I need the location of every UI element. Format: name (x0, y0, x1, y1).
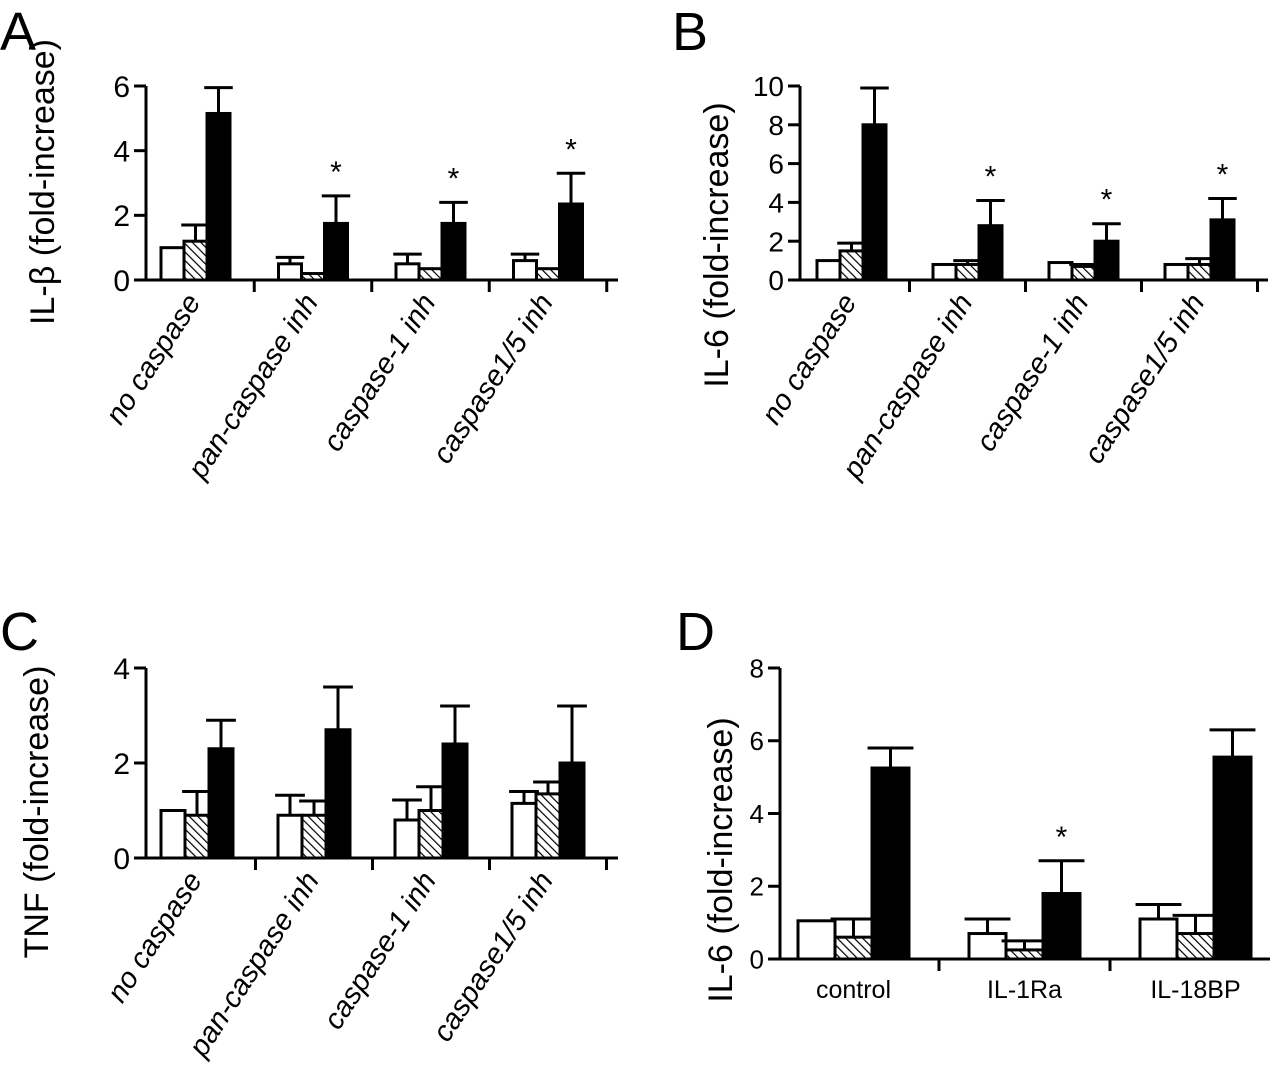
panel-d-category-label: IL-18BP (1150, 976, 1240, 1004)
panel-c: C TNF (fold-increase) 0 2 4 no caspasepan-c… (0, 602, 618, 1063)
panel-d-bar-1 (796, 919, 837, 961)
panel-c-category-label: no caspase (101, 866, 209, 1008)
panel-a-bar-1 (277, 262, 303, 282)
panel-b-bar-1 (1047, 261, 1074, 282)
panel-a-significance-star: * (330, 156, 342, 189)
panel-c-bar-1 (276, 813, 304, 860)
panel-c-bar-3 (441, 742, 469, 860)
panel-c-bar-3 (207, 747, 235, 860)
panel-c-y-tick-label: 2 (113, 748, 130, 781)
panel-d-y-tick-label: 8 (750, 653, 764, 683)
panel-b-bar-3 (861, 123, 888, 282)
panel-c-bar-2 (183, 813, 211, 860)
panel-d-y-axis-label: IL-6 (fold-increase) (702, 717, 740, 1002)
panel-b-bar-2 (1070, 264, 1097, 282)
panel-d-category-label: IL-1Ra (987, 976, 1062, 1004)
panel-d-significance-star: * (1056, 821, 1068, 854)
panel-a-y-axis-label: IL-β (fold-increase) (24, 39, 62, 325)
panel-c-bar-1 (510, 801, 538, 860)
panel-b-bar-3 (1093, 239, 1120, 282)
panel-c-category-label: caspase-1 inh (318, 866, 443, 1035)
panel-c-y-axis-label: TNF (fold-increase) (18, 666, 56, 959)
panel-a-bar-2 (300, 272, 326, 282)
panel-b-category-label: caspase1/5 inh (1078, 288, 1211, 469)
panel-d-bar-1 (967, 932, 1008, 961)
panel-b-bar-3 (1209, 218, 1236, 282)
panel-b-significance-star: * (1217, 159, 1229, 192)
panel-a-bar-3 (440, 221, 467, 282)
panel-c-bar-3 (324, 728, 352, 860)
panel-d-bar-2 (1004, 948, 1045, 961)
panel-a-bar-1 (394, 262, 421, 282)
panel-b-y-tick-label: 0 (768, 265, 784, 296)
panel-b-significance-star: * (985, 160, 997, 193)
panel-b-category-label: pan-caspase inh (836, 288, 979, 485)
panel-d-y-tick-label: 6 (750, 726, 764, 756)
panel-d-bar-3 (1041, 892, 1082, 961)
panel-b-y-tick-label: 6 (768, 149, 784, 180)
panel-a-bar-3 (323, 221, 349, 282)
panel-b-category-label: caspase-1 inh (970, 288, 1095, 457)
panel-d-letter: D (676, 602, 715, 662)
panel-b-bar-1 (931, 262, 958, 282)
panel-b-y-tick-label: 8 (768, 110, 784, 141)
panel-b-letter: B (672, 2, 708, 62)
panel-a-bar-1 (159, 246, 186, 282)
panel-d-bar-1 (1138, 917, 1179, 961)
panel-a-significance-star: * (565, 133, 577, 166)
panel-a-bar-2 (182, 239, 209, 282)
panel-c-bar-2 (534, 792, 562, 860)
panel-b-significance-star: * (1101, 184, 1113, 217)
panel-c-bar-2 (300, 813, 328, 860)
panel-a-y-tick-label: 0 (113, 265, 130, 298)
panel-c-y-tick-label: 4 (113, 653, 130, 686)
panel-c-letter: C (0, 602, 39, 662)
panel-b-bar-2 (1186, 262, 1213, 282)
panel-a-significance-star: * (448, 162, 460, 195)
panel-c-bar-1 (393, 818, 421, 860)
panel-b-category-label: no caspase (756, 288, 864, 430)
panel-a-bar-3 (558, 202, 584, 282)
panel-b-y-tick-label: 2 (768, 226, 784, 257)
panel-d: D IL-6 (fold-increase) 0 2 4 6 8 control * IL-1… (676, 602, 1270, 1004)
panel-b-bar-2 (954, 262, 981, 282)
panel-d-y-tick-label: 0 (750, 944, 764, 974)
panel-a-bar-1 (512, 259, 538, 282)
panel-c-bar-3 (558, 761, 586, 860)
panel-a-category-label: caspase-1 inh (317, 288, 442, 457)
panel-a-bar-2 (535, 267, 561, 282)
panel-a: A IL-β (fold-increase) 0 2 4 6 no caspase * pa… (0, 2, 618, 485)
panel-b-y-tick-label: 10 (753, 71, 784, 102)
panel-b-y-axis-label: IL-6 (fold-increase) (698, 102, 736, 387)
panel-a-category-label: pan-caspase inh (182, 288, 325, 485)
panel-d-category-label: control (816, 976, 891, 1004)
panel-c-category-label: pan-caspase inh (183, 866, 326, 1063)
panel-c-category-label: caspase1/5 inh (427, 866, 560, 1047)
panel-a-y-tick-label: 6 (113, 71, 130, 104)
panel-b: B IL-6 (fold-increase) 0 2 4 6 8 10 no caspase… (672, 2, 1268, 485)
panel-b-bar-1 (815, 259, 842, 282)
panel-d-y-tick-label: 2 (750, 872, 764, 902)
panel-d-bar-2 (833, 935, 874, 961)
panel-c-bar-1 (159, 809, 187, 860)
panel-b-bar-2 (838, 249, 865, 282)
panel-a-bar-3 (205, 111, 232, 282)
panel-a-category-label: caspase1/5 inh (427, 288, 560, 469)
panel-d-bar-3 (870, 766, 911, 961)
panel-b-bar-3 (977, 224, 1004, 282)
panel-c-y-tick-label: 0 (113, 843, 130, 876)
panel-a-category-label: no caspase (100, 288, 208, 430)
panel-c-bar-2 (417, 809, 445, 860)
panel-d-bar-3 (1212, 755, 1253, 961)
panel-a-letter: A (0, 2, 36, 62)
panel-b-y-tick-label: 4 (768, 187, 784, 218)
panel-a-bar-2 (417, 267, 444, 282)
panel-d-bar-2 (1175, 932, 1216, 961)
panel-a-y-tick-label: 4 (113, 135, 130, 168)
panel-b-bar-1 (1163, 262, 1190, 282)
panel-a-y-tick-label: 2 (113, 200, 130, 233)
panel-d-y-tick-label: 4 (750, 799, 764, 829)
